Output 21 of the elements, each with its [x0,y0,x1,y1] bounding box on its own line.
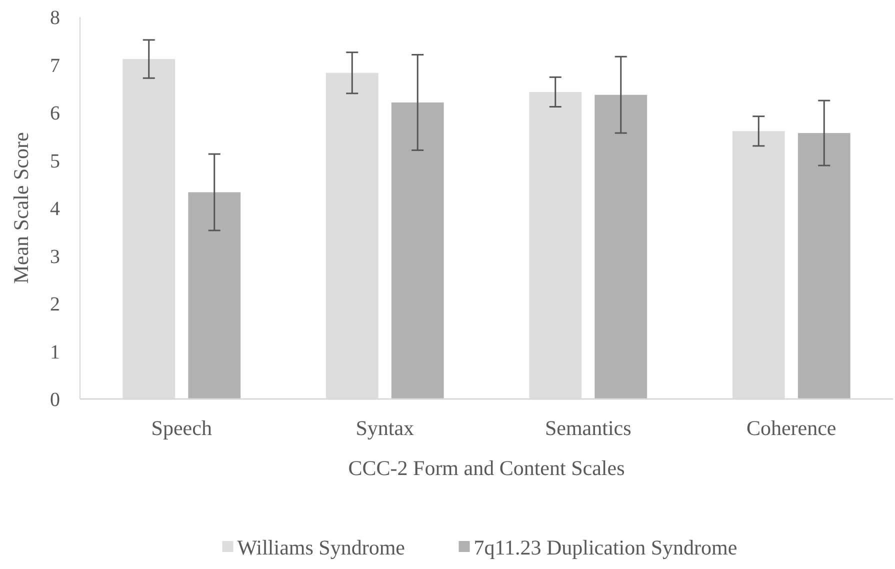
x-tick-label: Coherence [746,416,836,440]
legend-label: 7q11.23 Duplication Syndrome [474,535,738,560]
y-tick-label: 5 [50,150,60,172]
x-axis-title: CCC-2 Form and Content Scales [348,456,625,480]
legend-label: Williams Syndrome [237,535,405,560]
y-tick-label: 8 [50,7,60,29]
y-tick-label: 4 [50,198,60,220]
y-tick-label: 0 [50,389,60,411]
bar [188,192,241,399]
x-tick-label: Syntax [356,416,415,440]
y-tick-label: 2 [50,294,60,316]
y-tick-label: 1 [50,341,60,364]
bar [391,102,444,399]
x-tick-label: Semantics [544,416,632,440]
y-tick-label: 6 [50,102,60,124]
y-axis-title: Mean Scale Score [9,132,33,284]
y-tick-label: 7 [50,54,60,77]
bar [798,133,850,399]
y-tick-label: 3 [50,246,60,268]
x-tick-label: Speech [151,416,212,440]
bar [594,94,648,399]
